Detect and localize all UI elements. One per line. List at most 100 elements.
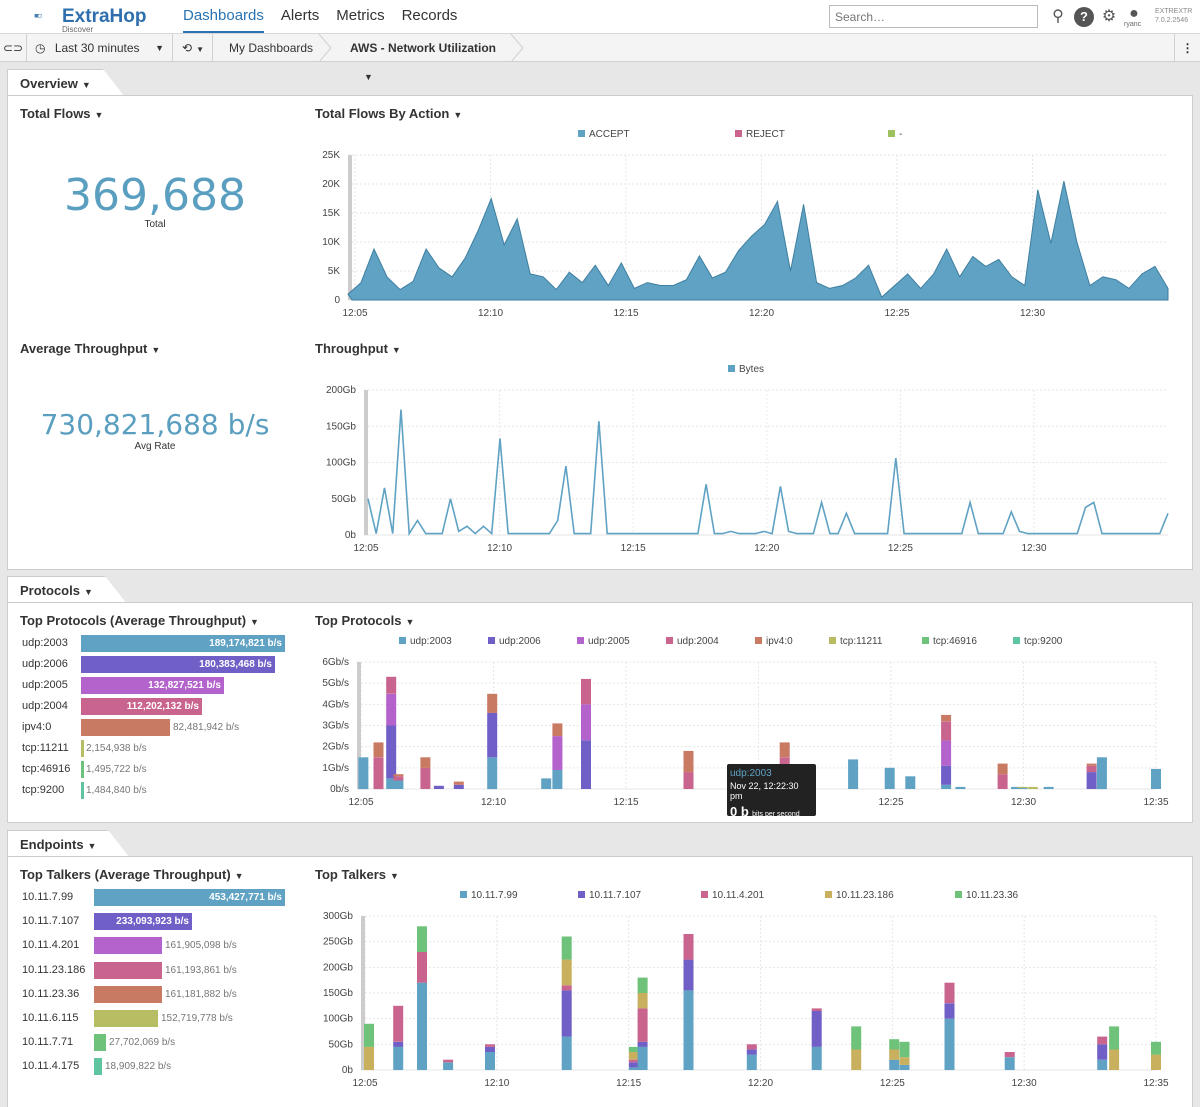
bar-label: 10.11.23.186 xyxy=(22,963,86,976)
widget-title-label: Total Flows By Action xyxy=(315,106,450,121)
top-protocols-chart[interactable]: udp:2003 udp:2006 udp:2005 udp:2004 ipv4:0 tc… xyxy=(310,630,1180,810)
bar-fill xyxy=(94,1034,106,1052)
help-icon[interactable]: ? xyxy=(1074,7,1094,27)
firmware-version: 7.0.2.2546 xyxy=(1155,17,1189,24)
bar-label: tcp:11211 xyxy=(22,742,69,754)
x-tick-label: 12:10 xyxy=(484,1078,509,1089)
stacked-bar-segment xyxy=(637,993,648,1009)
y-tick-label: 200Gb xyxy=(326,385,356,396)
avg-throughput-title[interactable]: Average Throughput ▼ xyxy=(20,341,160,356)
line-series-bytes xyxy=(367,409,1169,537)
stacked-bar-segment xyxy=(561,959,572,986)
user-icon[interactable]: ● xyxy=(1129,5,1139,22)
bar-row[interactable]: udp:2004 112,202,132 b/s xyxy=(22,698,285,715)
legend-label: ipv4:0 xyxy=(766,636,793,647)
widget-title-label: Total Flows xyxy=(20,106,91,121)
y-tick-label: 20K xyxy=(322,179,340,190)
legend-swatch xyxy=(829,637,836,644)
top-talkers-chart[interactable]: 10.11.7.99 10.11.7.107 10.11.4.201 10.11.23… xyxy=(310,884,1180,1094)
x-tick-label: 12:05 xyxy=(353,543,378,554)
section-tab-endpoints[interactable]: Endpoints ▼ xyxy=(7,830,132,858)
top-talkers-avg-title[interactable]: Top Talkers (Average Throughput) ▼ xyxy=(20,867,244,882)
dashboard-menu-icon[interactable]: ⋮ xyxy=(1174,34,1200,62)
legend-swatch xyxy=(888,130,895,137)
bar-row[interactable]: 10.11.23.186 161,193,861 b/s xyxy=(22,961,285,979)
bar-row[interactable]: udp:2003 189,174,821 b/s xyxy=(22,635,285,652)
top-protocols-title[interactable]: Top Protocols ▼ xyxy=(315,613,414,628)
flows-by-action-title[interactable]: Total Flows By Action ▼ xyxy=(315,106,462,121)
stacked-bar-segment xyxy=(1097,1044,1108,1060)
y-tick-label: 3Gb/s xyxy=(322,721,349,732)
bar-row[interactable]: 10.11.6.115 152,719,778 b/s xyxy=(22,1010,285,1027)
nav-dashboards[interactable]: Dashboards xyxy=(183,7,264,33)
x-tick-label: 12:15 xyxy=(616,1078,641,1089)
bar-row[interactable]: tcp:9200 1,484,840 b/s xyxy=(22,782,285,799)
bar-row[interactable]: 10.11.4.175 18,909,822 b/s xyxy=(22,1058,285,1076)
stacked-bar-segment xyxy=(373,742,384,758)
top-talkers-title[interactable]: Top Talkers ▼ xyxy=(315,867,399,882)
breadcrumb-my-dashboards[interactable]: My Dashboards xyxy=(229,41,314,55)
bar-row[interactable]: ipv4:0 82,481,942 b/s xyxy=(22,719,285,736)
time-range-selector[interactable]: ◷ Last 30 minutes ▼ xyxy=(27,34,173,62)
throughput-title[interactable]: Throughput ▼ xyxy=(315,341,401,356)
stacked-bar-segment xyxy=(628,1059,639,1063)
bar-row[interactable]: 10.11.23.36 161,181,882 b/s xyxy=(22,985,285,1003)
bar-row[interactable]: 10.11.4.201 161,905,098 b/s xyxy=(22,937,285,955)
sidebar-toggle-icon[interactable]: ⊂⊃ xyxy=(0,34,27,62)
bar-row[interactable]: 10.11.7.71 27,702,069 b/s xyxy=(22,1034,285,1052)
widget-title-label: Top Talkers xyxy=(315,867,387,882)
x-tick-label: 12:10 xyxy=(487,543,512,554)
stacked-bar-segment xyxy=(393,780,404,789)
caret-down-icon: ▼ xyxy=(87,841,97,851)
stacked-bar-segment xyxy=(811,1011,822,1047)
caret-down-icon: ▼ xyxy=(83,587,93,597)
x-tick-label: 12:05 xyxy=(352,1078,377,1089)
bar-row[interactable]: udp:2005 132,827,521 b/s xyxy=(22,677,285,694)
stacked-bar-segment xyxy=(628,1046,639,1052)
bar-value: 189,174,821 b/s xyxy=(209,638,282,649)
y-tick-label: 5Gb/s xyxy=(322,678,349,689)
stacked-bar-segment xyxy=(851,1026,862,1050)
bar-row[interactable]: tcp:11211 2,154,938 b/s xyxy=(22,740,285,757)
top-protocols-avg-title[interactable]: Top Protocols (Average Throughput) ▼ xyxy=(20,613,259,628)
stacked-bar-segment xyxy=(581,740,591,789)
bar-label: udp:2005 xyxy=(22,679,68,691)
stacked-bar-segment xyxy=(746,1044,757,1050)
section-tab-protocols[interactable]: Protocols ▼ xyxy=(7,576,127,604)
stacked-bar-segment xyxy=(1109,1049,1120,1070)
y-tick-label: 15K xyxy=(322,208,340,219)
bar-value: 82,481,942 b/s xyxy=(173,722,240,733)
caret-down-icon: ▼ xyxy=(81,80,91,90)
stacked-bar-segment xyxy=(453,781,464,785)
flows-by-action-chart[interactable]: ACCEPT REJECT - 0 5K 10K 15K 20K 25K 12:05 12:10 12… xyxy=(310,122,1180,327)
bar-row[interactable]: tcp:46916 1,495,722 b/s xyxy=(22,761,285,778)
y-tick-label: 150Gb xyxy=(326,421,356,432)
section-tab-overview[interactable]: Overview ▼ xyxy=(7,69,125,97)
stacked-bar-segment xyxy=(848,759,859,789)
bar-row[interactable]: 10.11.7.99 453,427,771 b/s xyxy=(22,889,285,906)
logo-brand: ExtraHop xyxy=(62,6,147,27)
throughput-chart[interactable]: Bytes 0b 50Gb 100Gb 150Gb 200Gb 12:05 12:10 12:1… xyxy=(310,358,1180,560)
gear-icon[interactable]: ⚙ xyxy=(1101,8,1117,25)
x-tick-label: 12:25 xyxy=(888,543,913,554)
stacked-bar-segment xyxy=(386,676,397,694)
dashboard-title[interactable]: AWS - Network Utilization ▼ xyxy=(333,34,513,82)
x-tick-label: 12:10 xyxy=(478,308,503,319)
bar-row[interactable]: 10.11.7.107 233,093,923 b/s xyxy=(22,913,285,931)
nav-records[interactable]: Records xyxy=(401,7,458,24)
nav-alerts[interactable]: Alerts xyxy=(280,7,320,24)
stacked-bar-segment xyxy=(541,778,552,789)
nav-metrics[interactable]: Metrics xyxy=(336,7,385,24)
bar-fill xyxy=(94,1058,102,1076)
network-icon[interactable]: ⚲ xyxy=(1052,8,1064,25)
stacked-bar-segment xyxy=(997,763,1008,775)
total-flows-title[interactable]: Total Flows ▼ xyxy=(20,106,103,121)
legend-swatch xyxy=(728,365,735,372)
search-input[interactable] xyxy=(829,5,1038,28)
stacked-bar-segment xyxy=(393,776,404,781)
bar-row[interactable]: udp:2006 180,383,468 b/s xyxy=(22,656,285,673)
extrahop-logo[interactable]: ▪▫ ExtraHop Discover xyxy=(34,4,174,34)
time-history-button[interactable]: ⟲ ▼ xyxy=(173,34,213,62)
stacked-bar-segment xyxy=(1086,772,1097,789)
stacked-bar-segment xyxy=(941,740,952,766)
